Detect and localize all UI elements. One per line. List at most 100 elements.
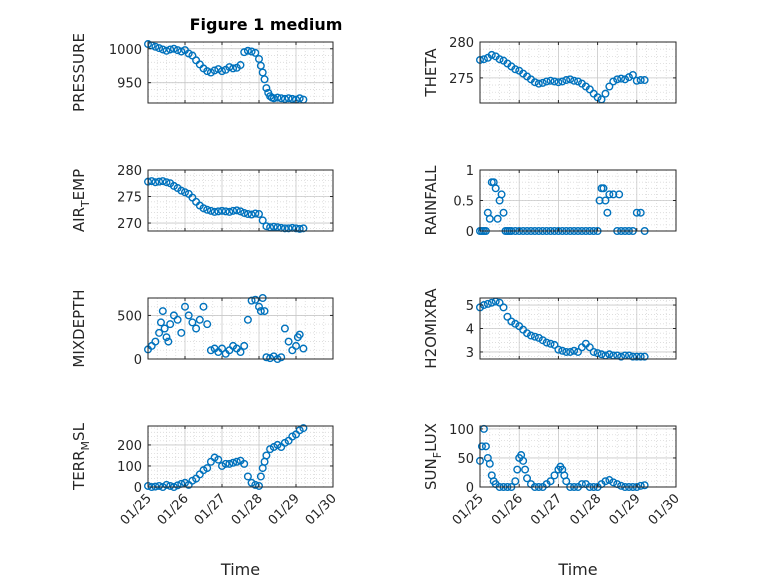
data-point bbox=[562, 347, 571, 356]
y-axis-label: SUNFLUX bbox=[422, 423, 444, 490]
axes-box bbox=[147, 425, 334, 488]
data-point bbox=[229, 206, 238, 215]
data-point bbox=[570, 76, 579, 85]
data-point bbox=[585, 343, 594, 352]
data-point bbox=[266, 354, 275, 363]
data-point bbox=[173, 46, 182, 55]
data-point bbox=[284, 94, 293, 103]
y-tick-label: 275 bbox=[117, 191, 142, 206]
data-point bbox=[499, 303, 508, 312]
y-axis-label: TERRMSL bbox=[70, 422, 92, 491]
data-point bbox=[636, 208, 645, 217]
y-tick-label: 200 bbox=[117, 439, 142, 454]
y-tick-label: 3 bbox=[466, 346, 474, 361]
data-point bbox=[247, 296, 256, 305]
data-point bbox=[511, 319, 520, 328]
data-point bbox=[254, 210, 263, 219]
data-point bbox=[554, 345, 563, 354]
y-axis-label: H2OMIXRA bbox=[422, 288, 440, 369]
data-point bbox=[229, 458, 238, 467]
data-point bbox=[203, 67, 212, 76]
data-point bbox=[236, 61, 245, 70]
data-point bbox=[247, 47, 256, 56]
y-tick-label: 0.5 bbox=[453, 195, 474, 210]
data-point bbox=[284, 224, 293, 233]
data-point bbox=[299, 424, 308, 433]
data-point bbox=[260, 75, 269, 84]
axes-rainfall: 0 0.5 1 RAINFALL bbox=[422, 164, 677, 240]
y-tick-label: 280 bbox=[117, 164, 142, 179]
data-point bbox=[280, 94, 289, 103]
data-point bbox=[203, 205, 212, 214]
data-point bbox=[503, 312, 512, 321]
data-point bbox=[534, 333, 543, 342]
data-point bbox=[192, 324, 201, 333]
data-point bbox=[166, 45, 175, 54]
data-point bbox=[240, 48, 249, 57]
data-point bbox=[258, 216, 267, 225]
y-axis-label: MIXDEPTH bbox=[70, 289, 88, 367]
data-point bbox=[243, 210, 252, 219]
data-point bbox=[195, 315, 204, 324]
y-tick-label: 4 bbox=[466, 323, 474, 338]
data-point bbox=[177, 328, 186, 337]
data-point bbox=[262, 451, 271, 460]
data-point bbox=[292, 341, 301, 350]
data-point bbox=[247, 210, 256, 219]
data-point bbox=[530, 332, 539, 341]
data-point bbox=[485, 214, 494, 223]
data-point bbox=[511, 65, 520, 74]
data-point bbox=[280, 224, 289, 233]
data-point bbox=[636, 481, 645, 490]
axes-box bbox=[147, 169, 334, 232]
data-point bbox=[214, 455, 223, 464]
data-point bbox=[243, 46, 252, 55]
data-point bbox=[210, 207, 219, 216]
data-point bbox=[180, 188, 189, 197]
data-point bbox=[169, 44, 178, 53]
data-point bbox=[487, 298, 496, 307]
data-point bbox=[221, 459, 230, 468]
data-point bbox=[483, 299, 492, 308]
data-point bbox=[277, 94, 286, 103]
data-point bbox=[254, 481, 263, 490]
data-point bbox=[558, 346, 567, 355]
axes-air_temp: 270 275 280 AIRTEMP bbox=[70, 164, 334, 233]
data-point bbox=[236, 348, 245, 357]
data-point bbox=[632, 76, 641, 85]
data-point bbox=[495, 55, 504, 64]
data-point bbox=[497, 190, 506, 199]
data-point bbox=[495, 298, 504, 307]
data-point bbox=[562, 76, 571, 85]
data-point bbox=[158, 45, 167, 54]
data-point bbox=[251, 48, 260, 57]
data-point bbox=[158, 177, 167, 186]
data-point bbox=[284, 337, 293, 346]
data-point bbox=[151, 42, 160, 51]
data-point bbox=[236, 207, 245, 216]
y-axis-label: THETA bbox=[422, 48, 440, 98]
axes-pressure: 950 1000 PRESSURE bbox=[70, 33, 334, 112]
data-point bbox=[199, 302, 208, 311]
y-tick-label: 0 bbox=[134, 353, 142, 368]
x-axis-label: Time bbox=[220, 560, 260, 579]
data-point bbox=[605, 350, 614, 359]
data-point bbox=[288, 94, 297, 103]
data-point bbox=[605, 190, 614, 199]
data-point bbox=[299, 344, 308, 353]
data-point bbox=[599, 184, 608, 193]
data-point bbox=[546, 477, 555, 486]
data-point bbox=[550, 77, 559, 86]
data-point bbox=[542, 338, 551, 347]
data-point bbox=[156, 318, 165, 327]
data-point bbox=[538, 78, 547, 87]
data-point bbox=[601, 196, 610, 205]
y-tick-label: 270 bbox=[117, 217, 142, 232]
data-point bbox=[173, 481, 182, 490]
axes-h2omixra: 3 4 5 H2OMIXRA bbox=[422, 288, 677, 369]
data-point bbox=[546, 339, 555, 348]
data-point bbox=[210, 66, 219, 75]
y-tick-label: 5 bbox=[466, 299, 474, 314]
data-point bbox=[217, 206, 226, 215]
data-point bbox=[232, 206, 241, 215]
